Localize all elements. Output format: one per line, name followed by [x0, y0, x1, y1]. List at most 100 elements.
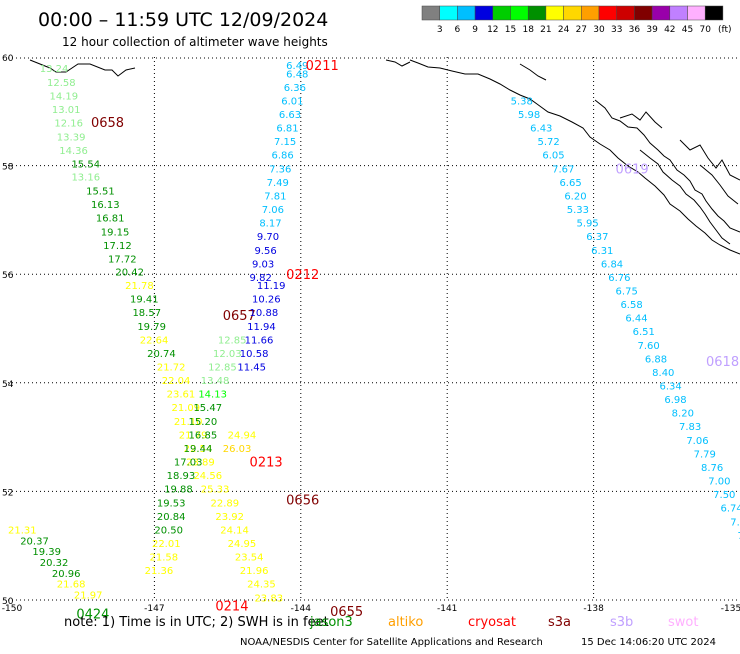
wave-height-value: 7.00 [708, 477, 730, 488]
wave-height-value: 23.61 [167, 390, 196, 401]
satellite-legend-entry: jason3 [309, 615, 353, 630]
track-0618: 0618 [706, 355, 739, 370]
track-0658: 13.24 12.58 14.19 13.01 12.16 13.39 14.36 15.54… [40, 64, 283, 604]
pass-time-label: 0657 [223, 309, 256, 324]
colorbar-tick-label: 45 [682, 25, 693, 35]
wave-height-value: 6.51 [633, 327, 655, 338]
colorbar-tick-label: 18 [522, 25, 534, 35]
wave-height-value: 7.36 [269, 164, 291, 175]
map-title: 00:00 – 11:59 UTC 12/09/2024 [38, 9, 328, 31]
wave-height-value: 21.79 [179, 430, 208, 441]
wave-height-value: 18.93 [167, 471, 196, 482]
pass-time-label: 0211 [306, 59, 339, 74]
pass-time-label: 0619 [616, 162, 649, 177]
satellite-legend-entry: s3b [610, 615, 633, 630]
colorbar-tick-label: 12 [487, 25, 498, 35]
latitude-label: 50 [2, 597, 14, 607]
longitude-label: -150 [2, 604, 23, 614]
latitude-label: 54 [2, 380, 14, 390]
wave-height-value: 6.37 [586, 232, 608, 243]
wave-height-value: 5.33 [567, 205, 589, 216]
colorbar-unit: (ft) [718, 25, 732, 35]
wave-height-value: 22.01 [152, 539, 181, 550]
wave-height-value: 6.01 [281, 96, 303, 107]
wave-height-value: 9.56 [254, 246, 276, 257]
wave-height-value: 13.16 [71, 172, 100, 183]
wave-height-value: 11.45 [237, 363, 266, 374]
wave-height-value: 12.16 [54, 119, 83, 130]
colorbar-tick-label: 27 [576, 25, 587, 35]
wave-height-value: 8.20 [672, 409, 694, 420]
wave-height-value: 9.70 [257, 232, 279, 243]
wave-height-value: 6.63 [279, 110, 301, 121]
wave-height-value: 6.88 [645, 354, 667, 365]
wave-height-value: 19.53 [157, 498, 186, 509]
wave-height-value: 19.44 [184, 444, 213, 455]
track-0214: 0214 [215, 599, 248, 614]
latitude-label: 52 [2, 488, 13, 498]
latitude-label: 56 [2, 271, 14, 281]
wave-height-value: 21.10 [174, 417, 203, 428]
wave-height-value: 25.33 [201, 485, 230, 496]
lat-lon-grid [8, 57, 740, 601]
colorbar-swatch [563, 5, 582, 21]
colorbar-swatch [439, 5, 458, 21]
wave-height-value: 20.42 [115, 267, 144, 278]
longitude-label: -141 [437, 604, 457, 614]
wave-height-value: 6.75 [616, 286, 638, 297]
wave-height-value: 10.26 [252, 295, 281, 306]
wave-height-value: 9.82 [250, 273, 272, 284]
wave-height-value: 13.39 [57, 132, 86, 143]
colorbar-tick-label: 39 [646, 25, 658, 35]
colorbar-swatch [474, 5, 494, 21]
colorbar-tick-label: 9 [472, 25, 478, 35]
map-subtitle: 12 hour collection of altimeter wave hei… [62, 35, 328, 49]
wave-height-value: 7.50 [713, 490, 735, 501]
coastline [29, 59, 740, 255]
wave-height-value: 6.98 [664, 395, 686, 406]
wave-height-value: 7.67 [552, 164, 574, 175]
wave-height-value: 19.88 [164, 485, 193, 496]
wave-height-value: 24.95 [228, 539, 257, 550]
wave-height-value: 23.54 [235, 553, 264, 564]
track-0656: 0656 [286, 494, 319, 509]
wave-height-value: 20.74 [147, 349, 176, 360]
wave-height-value: 19.79 [137, 322, 166, 333]
colorbar-swatch [545, 5, 564, 21]
wave-height-value: 7.8 [730, 517, 740, 528]
wave-height-value: 6.05 [542, 151, 564, 162]
wave-height-value: 6.74 [720, 504, 740, 515]
colorbar-swatch [510, 5, 529, 21]
wave-height-value: 6.31 [591, 246, 613, 257]
units-note: note: 1) Time is in UTC; 2) SWH is in fe… [64, 615, 329, 630]
wave-height-value: 6.48 [286, 69, 308, 80]
longitude-labels: -150 -147 -144 -141 -138 -135 [2, 604, 740, 614]
wave-height-value: 21.31 [8, 525, 37, 536]
colorbar-tick-label: 3 [437, 25, 443, 35]
wave-height-value: 7.83 [679, 422, 701, 433]
colorbar-swatch [651, 5, 671, 21]
track-0211: 6.496.48 6.36 6.01 6.63 6.81 7.15 6.86 7.36 7.49… [250, 59, 339, 284]
wave-height-value: 24.35 [247, 580, 276, 591]
latitude-label: 60 [2, 54, 14, 64]
wave-height-value: 7.49 [267, 178, 289, 189]
wave-height-value: 11.66 [245, 335, 274, 346]
wave-height-value: 6.43 [530, 124, 552, 135]
colorbar-swatch [616, 5, 635, 21]
satellite-tracks: 13.24 12.58 14.19 13.01 12.16 13.39 14.36 15.54… [8, 59, 740, 622]
colorbar-legend: 3 6 9 12 15 18 21 24 27 30 33 36 39 42 45 70 (ft) [421, 5, 732, 35]
longitude-label: -147 [144, 604, 164, 614]
wave-height-value: 16.85 [189, 430, 218, 441]
wave-height-value: 12.85 [208, 363, 237, 374]
wave-height-value: 8.17 [259, 219, 281, 230]
wave-height-value: 7.81 [264, 191, 286, 202]
generated-timestamp: 15 Dec 14:06:20 UTC 2024 [581, 637, 716, 648]
wave-height-value: 15.54 [71, 159, 100, 170]
wave-height-value: 17.72 [108, 254, 137, 265]
wave-height-value: 14.36 [59, 146, 88, 157]
wave-height-value: 21.58 [150, 553, 179, 564]
track-0657: 12.85 12.03 12.85 13.48 14.13 15.47 15.20 16.85… [145, 309, 256, 577]
colorbar-tick-label: 36 [629, 25, 641, 35]
wave-height-value: 17.03 [174, 458, 203, 469]
colorbar-tick-label: 70 [699, 25, 711, 35]
